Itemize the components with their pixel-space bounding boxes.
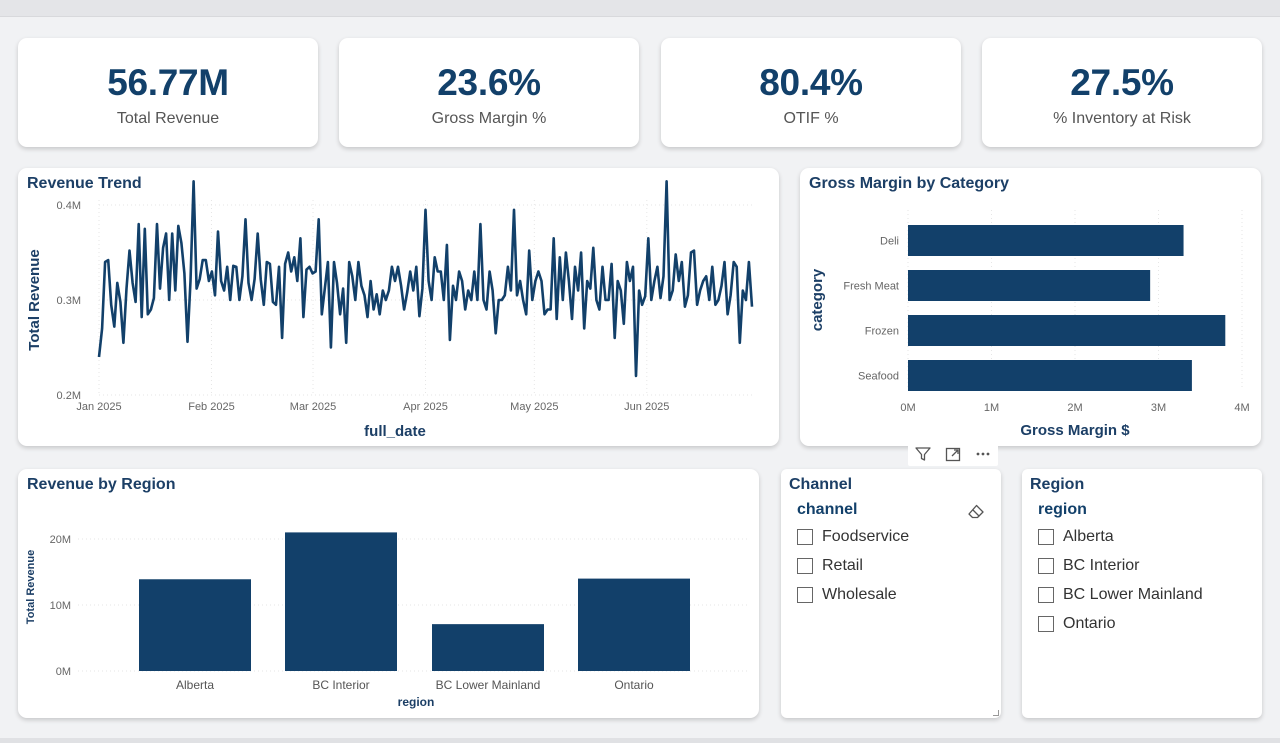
option-label: Alberta (1063, 528, 1114, 545)
slicer-option-wholesale[interactable]: Wholesale (797, 585, 897, 605)
x-tick-label: Ontario (614, 678, 654, 692)
y-axis-title: Total Revenue (26, 249, 43, 350)
y-tick-label: Fresh Meat (843, 281, 899, 293)
visual-header-toolbar (908, 442, 998, 466)
kpi-value: 56.77M (107, 62, 229, 103)
y-axis-title: Total Revenue (25, 550, 37, 624)
focus-mode-icon[interactable] (938, 442, 968, 466)
revenue-region-card[interactable]: Revenue by Region 0M 10M 20M Alberta BC Inte… (18, 469, 759, 718)
kpi-card-total-revenue[interactable]: 56.77M Total Revenue (18, 38, 318, 147)
gross-margin-title: Gross Margin by Category (809, 175, 1010, 192)
kpi-value: 80.4% (759, 62, 863, 103)
x-axis-title: region (398, 695, 435, 709)
revenue-trend-title: Revenue Trend (27, 175, 142, 192)
option-label: BC Lower Mainland (1063, 586, 1203, 603)
x-tick-label: Jan 2025 (76, 401, 121, 413)
bar-alberta (139, 579, 251, 671)
slicer-option-bc-interior[interactable]: BC Interior (1038, 556, 1139, 576)
kpi-label: OTIF % (783, 110, 839, 127)
x-axis-title: full_date (364, 423, 426, 440)
revenue-trend-card[interactable]: Revenue Trend 0.2M 0.3M 0.4M Jan 2025 Feb 20… (18, 168, 779, 446)
kpi-label: % Inventory at Risk (1053, 110, 1191, 127)
x-tick-label: 4M (1234, 402, 1249, 414)
x-tick-label: 2M (1067, 402, 1082, 414)
revenue-series-line (97, 180, 754, 378)
y-tick-label: 0.4M (57, 200, 81, 212)
bottom-bar (0, 738, 1280, 743)
x-tick-label: Apr 2025 (403, 401, 448, 413)
option-label: BC Interior (1063, 557, 1140, 574)
kpi-label: Gross Margin % (431, 110, 547, 127)
y-tick-label: 0.3M (57, 295, 81, 307)
eraser-icon[interactable] (967, 503, 985, 519)
checkbox[interactable] (1038, 529, 1054, 545)
kpi-card-otif[interactable]: 80.4% OTIF % (661, 38, 961, 147)
kpi-card-inventory-risk[interactable]: 27.5% % Inventory at Risk (982, 38, 1262, 147)
x-tick-label: BC Interior (312, 678, 369, 692)
channel-slicer[interactable]: Channel channel Foodservice Retail Whole… (781, 469, 1001, 718)
bar-bc-lower-mainland (432, 624, 544, 671)
bar-ontario (578, 578, 690, 671)
y-tick-label: 0M (56, 666, 71, 678)
channel-slicer-title: Channel (789, 476, 853, 493)
revenue-trend-chart[interactable]: 0.2M 0.3M 0.4M Jan 2025 Feb 2025 Mar 2025 Apr … (18, 168, 779, 446)
revenue-region-title: Revenue by Region (27, 476, 176, 493)
y-tick-label: 10M (50, 600, 71, 612)
x-tick-label: Mar 2025 (290, 401, 336, 413)
x-tick-label: BC Lower Mainland (436, 678, 541, 692)
slicer-option-retail[interactable]: Retail (797, 556, 863, 576)
filter-icon[interactable] (908, 442, 938, 466)
revenue-region-chart[interactable]: 0M 10M 20M Alberta BC Interior BC Lower Mainl… (18, 469, 759, 718)
top-bar (0, 0, 1280, 17)
slicer-option-alberta[interactable]: Alberta (1038, 527, 1114, 547)
channel-slicer-header: channel (797, 501, 858, 518)
checkbox[interactable] (797, 558, 813, 574)
kpi-card-gross-margin[interactable]: 23.6% Gross Margin % (339, 38, 639, 147)
kpi-value: 23.6% (437, 62, 541, 103)
option-label: Retail (822, 557, 863, 574)
checkbox[interactable] (1038, 558, 1054, 574)
option-label: Foodservice (822, 528, 910, 545)
slicer-option-ontario[interactable]: Ontario (1038, 614, 1115, 634)
slicer-option-foodservice[interactable]: Foodservice (797, 527, 909, 547)
y-axis-title: category (809, 268, 826, 331)
more-options-icon[interactable] (968, 442, 998, 466)
kpi-label: Total Revenue (116, 110, 220, 127)
checkbox[interactable] (797, 587, 813, 603)
y-tick-label: Seafood (858, 371, 899, 383)
option-label: Ontario (1063, 615, 1116, 632)
checkbox[interactable] (1038, 616, 1054, 632)
x-tick-label: May 2025 (510, 401, 558, 413)
gross-margin-card[interactable]: Gross Margin by Category 0M 1M 2M 3M 4M Deli F… (800, 168, 1261, 446)
y-tick-label: Frozen (865, 326, 899, 338)
bar-bc-interior (285, 532, 397, 671)
checkbox[interactable] (797, 529, 813, 545)
bar-deli (908, 225, 1184, 256)
kpi-value: 27.5% (1070, 62, 1174, 103)
region-slicer[interactable]: Region region Alberta BC Interior BC Low… (1022, 469, 1262, 718)
x-tick-label: 3M (1151, 402, 1166, 414)
x-tick-label: 0M (900, 402, 915, 414)
checkbox[interactable] (1038, 587, 1054, 603)
region-slicer-header: region (1038, 501, 1087, 518)
x-tick-label: Feb 2025 (188, 401, 234, 413)
x-axis-title: Gross Margin $ (1020, 422, 1130, 439)
slicer-option-bc-lower-mainland[interactable]: BC Lower Mainland (1038, 585, 1203, 605)
bar-frozen (908, 315, 1226, 346)
region-slicer-title: Region (1030, 476, 1085, 493)
y-tick-label: 20M (50, 534, 71, 546)
resize-handle[interactable] (993, 710, 999, 716)
bar-seafood (908, 360, 1192, 391)
x-tick-label: 1M (984, 402, 999, 414)
bar-fresh-meat (908, 270, 1151, 301)
option-label: Wholesale (822, 586, 897, 603)
x-tick-label: Jun 2025 (624, 401, 669, 413)
y-tick-label: Deli (880, 236, 899, 248)
y-tick-label: 0.2M (57, 390, 81, 402)
x-tick-label: Alberta (176, 678, 214, 692)
